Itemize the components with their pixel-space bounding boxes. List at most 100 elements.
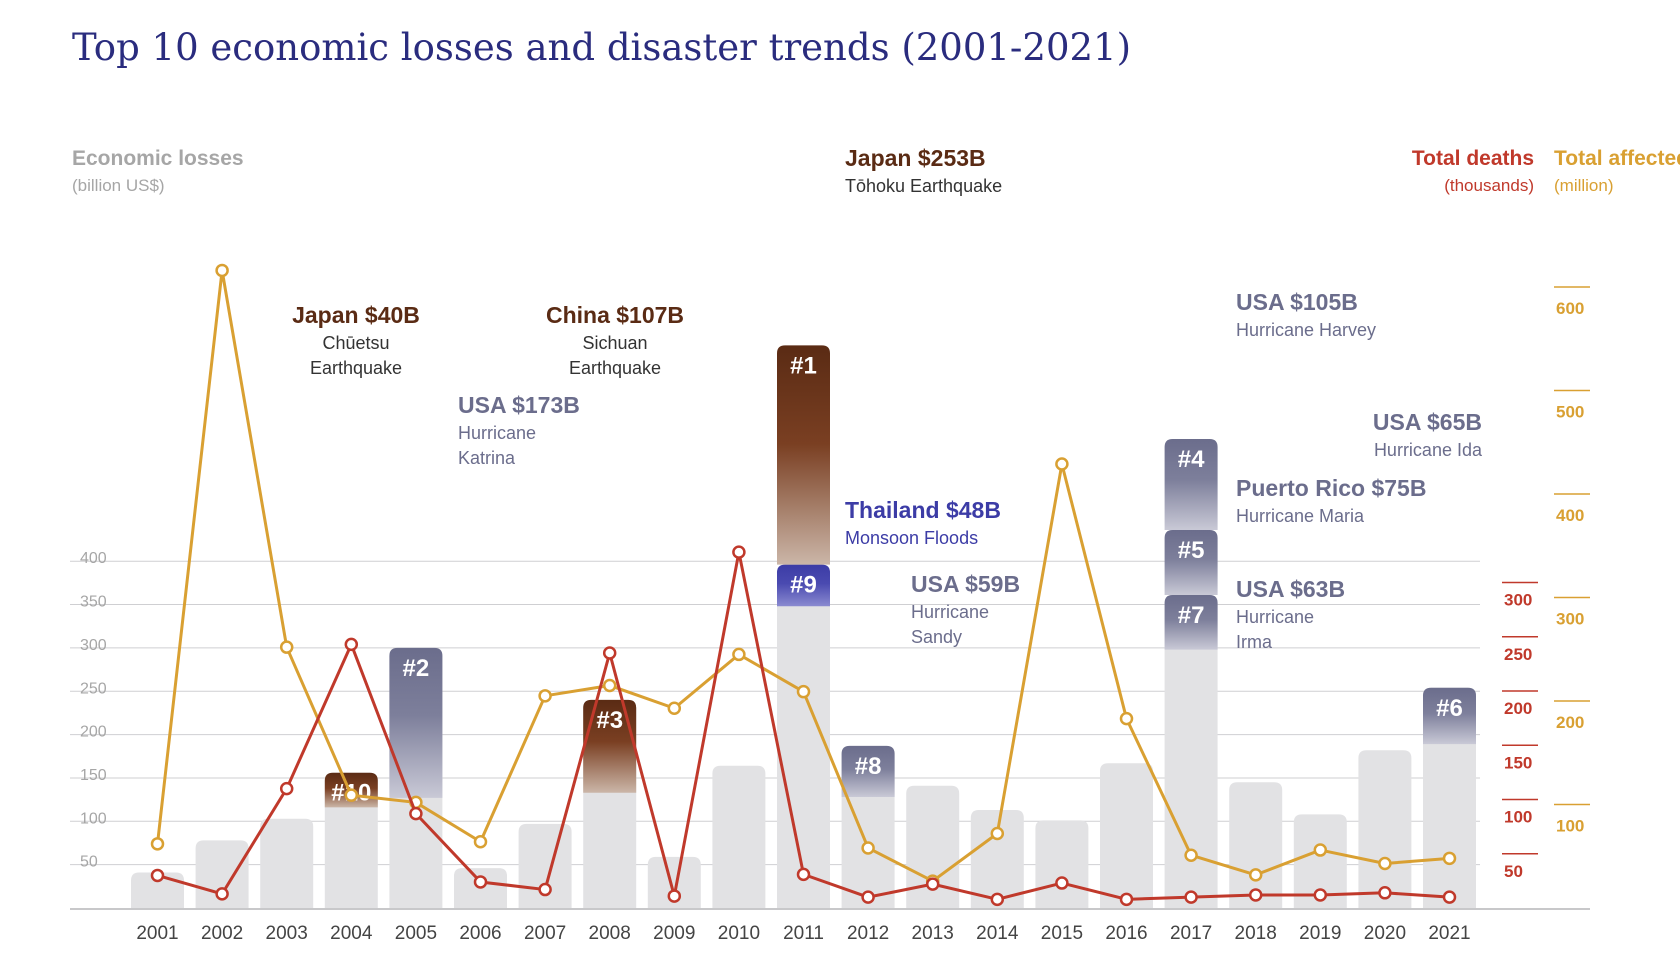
event-headline-3: China $107B [546,302,684,328]
deaths-point-2005 [409,806,423,821]
deaths-point-2015 [1055,876,1069,890]
left-axis-tick-label: 400 [80,550,107,567]
deaths-axis-tick-label: 50 [1504,862,1523,881]
x-tick-label: 2005 [395,923,437,944]
deaths-point-2010 [732,545,746,559]
affected-point-2001 [150,837,165,851]
affected-axis-tick-label: 600 [1556,299,1584,318]
affected-point-2004 [344,788,359,802]
deaths-point-2014 [990,892,1005,907]
top-event-bar-2 [389,647,443,798]
deaths-point-2007 [538,882,552,897]
deaths-point-2020 [1378,886,1392,900]
x-tick-label: 2006 [459,923,501,944]
bar-2003 [260,818,314,908]
event-description-8: Hurricane [911,602,989,622]
bar-2010 [712,765,766,908]
bar-2016 [1100,763,1153,908]
x-tick-label: 2014 [976,923,1019,944]
deaths-axis-tick-label: 150 [1504,753,1532,772]
x-tick-label: 2017 [1170,923,1212,944]
x-tick-label: 2009 [653,923,695,944]
left-axis: 50 100 150 200 250 300 350 400 Economic losses (b… [72,147,244,871]
deaths-axis-unit: (thousands) [1444,176,1534,195]
deaths-point-2003 [279,781,294,796]
event-headline-1: Japan $253B [845,145,986,171]
x-tick-label: 2003 [266,923,308,944]
affected-point-2006 [473,835,488,849]
trend-lines [150,263,1457,907]
left-axis-title: Economic losses [72,147,244,170]
rank-label: #3 [596,707,623,734]
top-event-bar-8 [841,745,895,798]
event-description-5: Hurricane Maria [1236,506,1365,526]
deaths-point-2004 [344,637,359,652]
x-tick-label: 2008 [589,923,631,944]
top-event-bar-9 [777,564,830,607]
rank-label: #1 [790,352,817,379]
deaths-point-2016 [1119,892,1134,907]
affected-axis-tick-label: 300 [1556,610,1584,629]
deaths-axis-title: Total deaths [1412,147,1534,170]
bar-2018 [1229,782,1283,908]
rank-label: #5 [1178,537,1205,564]
affected-point-2017 [1184,848,1198,862]
x-tick-label: 2010 [718,923,760,944]
x-tick-label: 2015 [1041,923,1083,944]
top-event-bar-3 [583,699,637,793]
event-description-10: Chūetsu [322,333,389,353]
bar-2013 [906,785,960,908]
affected-axis-tick-label: 400 [1556,506,1584,525]
affected-axis-tick-label: 100 [1556,817,1584,836]
event-description-10: Earthquake [310,358,402,378]
left-axis-tick-label: 150 [80,767,107,784]
deaths-point-2013 [925,877,940,891]
affected-point-2015 [1055,457,1069,471]
deaths-point-2019 [1313,888,1328,902]
rank-label: #6 [1436,695,1463,722]
bar-2011 [777,564,830,908]
deaths-axis-tick-label: 100 [1504,808,1532,827]
event-description-1: Tōhoku Earthquake [845,176,1002,196]
top-event-labels: Japan $253B Tōhoku Earthquake USA $173B Hur… [292,145,1483,652]
deaths-point-2018 [1248,888,1263,902]
affected-point-2021 [1442,851,1457,866]
affected-axis-title: Total affected [1554,147,1680,170]
rank-label: #7 [1178,602,1205,629]
affected-point-2007 [538,689,552,703]
left-axis-tick-label: 300 [80,637,107,654]
event-headline-7: USA $63B [1236,576,1345,602]
x-tick-label: 2013 [912,923,954,944]
x-tick-label: 2002 [201,923,243,944]
event-description-3: Sichuan [582,333,647,353]
affected-point-2020 [1378,856,1392,871]
affected-point-2014 [990,826,1005,841]
deaths-point-2021 [1442,890,1457,904]
left-axis-tick-label: 50 [80,854,98,871]
bar-2001 [131,872,184,908]
affected-point-2016 [1119,711,1134,726]
top-event-bar-4 [1164,438,1218,530]
top-event-bar-6 [1423,687,1476,745]
event-description-3: Earthquake [569,358,661,378]
chart-title: Top 10 economic losses and disaster tren… [72,26,1132,69]
affected-point-2018 [1248,868,1263,882]
event-description-2: Hurricane [458,423,536,443]
bar-2015 [1035,820,1089,908]
left-axis-tick-label: 350 [80,594,107,611]
rank-label: #2 [403,655,430,682]
event-headline-10: Japan $40B [292,302,420,328]
x-tick-label: 2011 [783,923,824,944]
affected-axis-tick-label: 500 [1556,403,1584,422]
right-axes: Total deaths (thousands) Total affected (mi… [1412,147,1680,881]
affected-point-2011 [796,684,811,699]
x-axis: 2001 2002 2003 2004 2005 2006 2007 2008 2009 2010… [70,908,1590,944]
event-description-6: Hurricane Ida [1374,440,1483,460]
bar-2014 [970,810,1024,908]
affected-point-2012 [861,841,875,855]
deaths-axis-tick-label: 300 [1504,591,1532,610]
event-headline-8: USA $59B [911,571,1020,597]
event-description-8: Sandy [911,627,962,647]
rank-label: #4 [1178,446,1205,473]
event-description-9: Monsoon Floods [845,528,978,548]
